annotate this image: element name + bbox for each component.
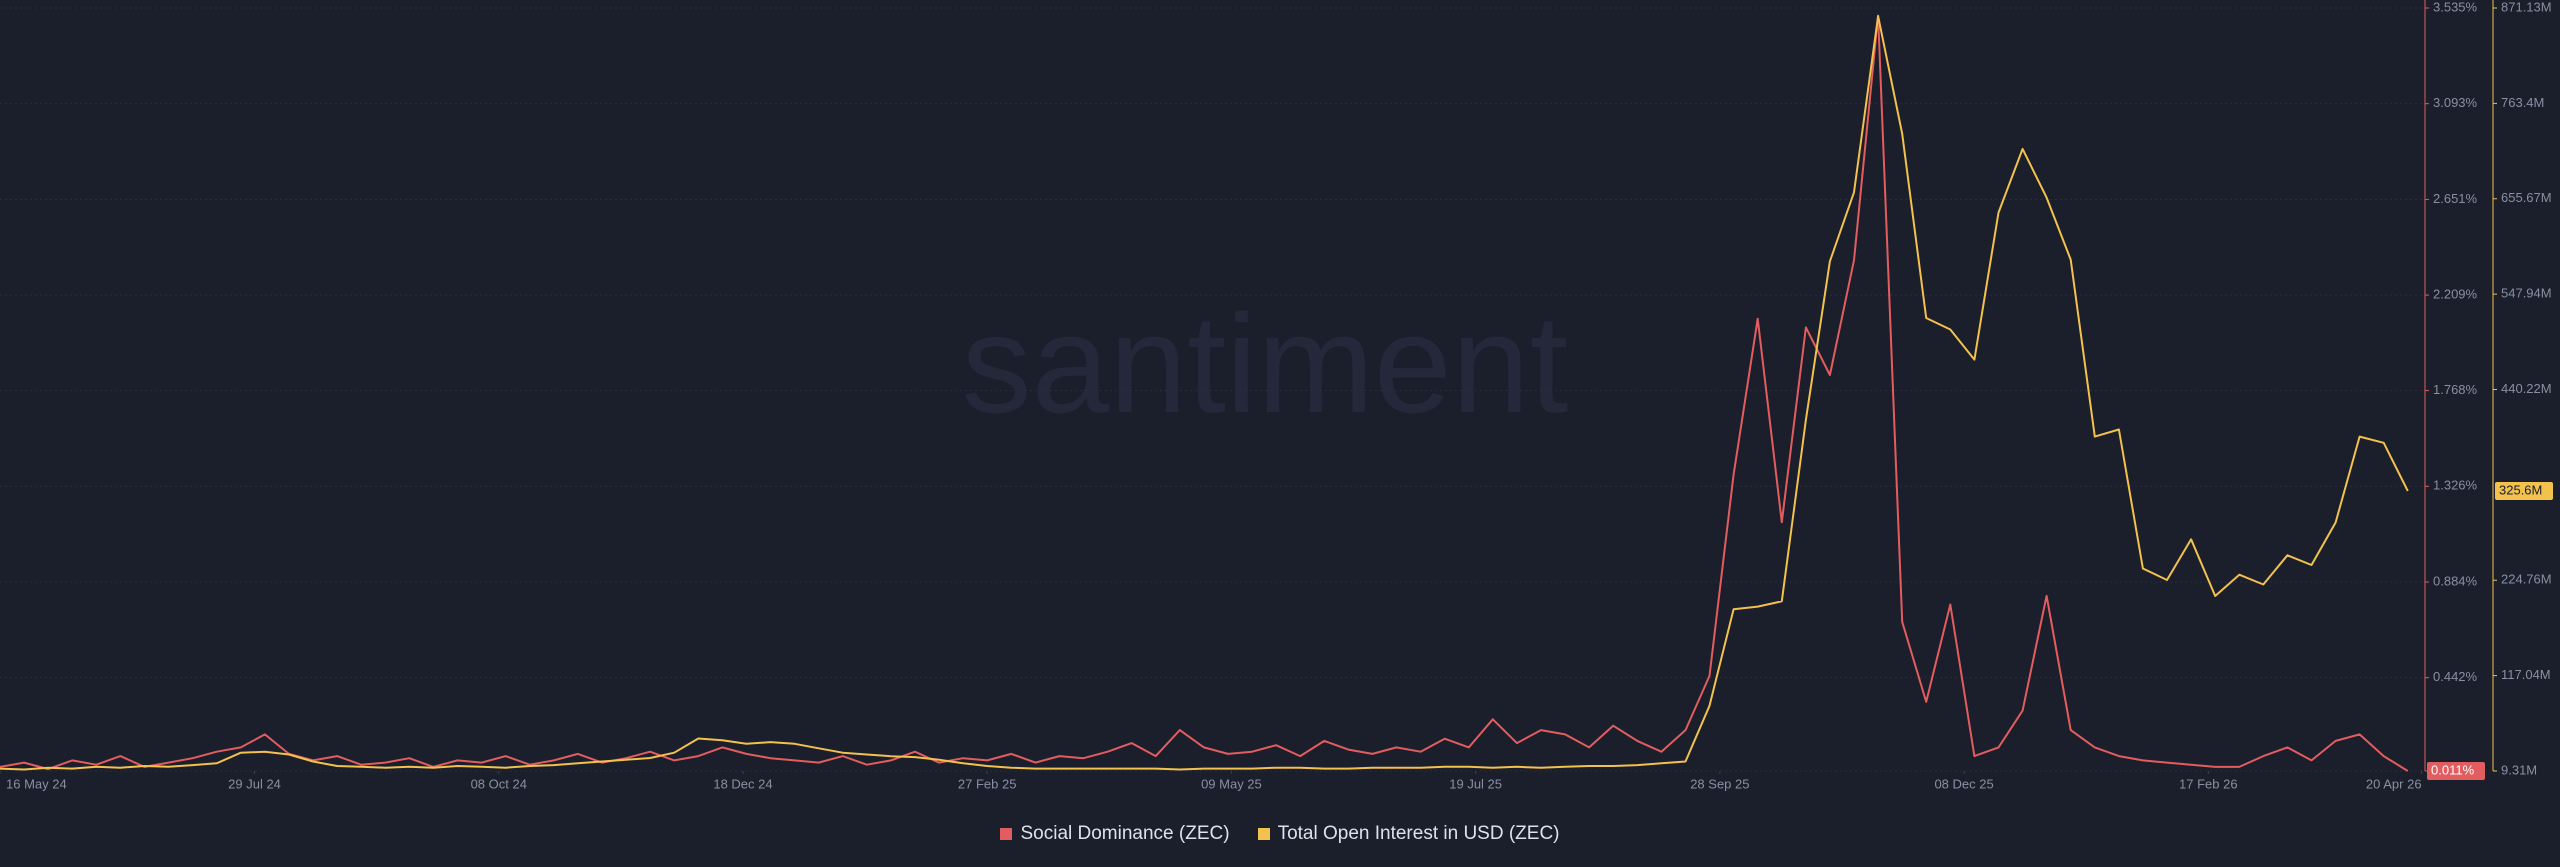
x-tick-label: 09 May 25 — [1201, 776, 1262, 791]
y2-tick-label: 763.4M — [2501, 95, 2544, 110]
x-tick-label: 16 May 24 — [6, 776, 67, 791]
y2-tick-label: 547.94M — [2501, 286, 2552, 301]
y2-tick-label: 871.13M — [2501, 0, 2552, 14]
x-tick-label: 17 Feb 26 — [2179, 776, 2238, 791]
x-tick-label: 28 Sep 25 — [1690, 776, 1749, 791]
current-value-label: 0.011% — [2431, 762, 2475, 777]
current-value-box — [2495, 481, 2553, 500]
y-tick-label: 1.768% — [2433, 382, 2478, 397]
x-tick-label: 20 Apr 26 — [2366, 776, 2422, 791]
y-tick-label: 2.651% — [2433, 191, 2478, 206]
y-tick-label: 3.093% — [2433, 95, 2478, 110]
y2-tick-label: 117.04M — [2501, 667, 2551, 682]
legend-swatch — [1000, 828, 1013, 840]
y2-tick-label: 9.31M — [2501, 762, 2537, 777]
series-line — [0, 15, 2409, 771]
watermark: santiment — [962, 285, 1569, 442]
series-line — [0, 14, 2409, 772]
x-tick-label: 27 Feb 25 — [958, 776, 1017, 791]
legend-label: Social Dominance (ZEC) — [1020, 823, 1230, 844]
legend-label: Total Open Interest in USD (ZEC) — [1277, 823, 1560, 844]
legend: Social Dominance (ZEC) Total Open Interes… — [0, 820, 2560, 848]
x-tick-label: 18 Dec 24 — [713, 776, 772, 791]
current-value-box — [2427, 762, 2485, 780]
y-tick-label: 3.535% — [2433, 0, 2478, 14]
y-tick-label: 2.209% — [2433, 287, 2478, 302]
y-tick-label: 0.442% — [2433, 669, 2478, 684]
x-tick-label: 29 Jul 24 — [228, 776, 281, 791]
legend-swatch — [1257, 828, 1270, 840]
y2-tick-label: 224.76M — [2501, 572, 2552, 587]
legend-item[interactable]: Total Open Interest in USD (ZEC) — [1257, 823, 1560, 845]
x-tick-label: 08 Oct 24 — [471, 776, 527, 791]
y-tick-label: 0.884% — [2433, 573, 2478, 588]
y2-tick-label: 440.22M — [2501, 381, 2552, 396]
y-tick-label: 1.326% — [2433, 478, 2478, 493]
x-tick-label: 19 Jul 25 — [1449, 776, 1502, 791]
legend-item[interactable]: Social Dominance (ZEC) — [1000, 823, 1230, 845]
current-value-label: 325.6M — [2499, 482, 2542, 497]
y2-tick-label: 655.67M — [2501, 190, 2552, 205]
x-tick-label: 08 Dec 25 — [1934, 776, 1993, 791]
